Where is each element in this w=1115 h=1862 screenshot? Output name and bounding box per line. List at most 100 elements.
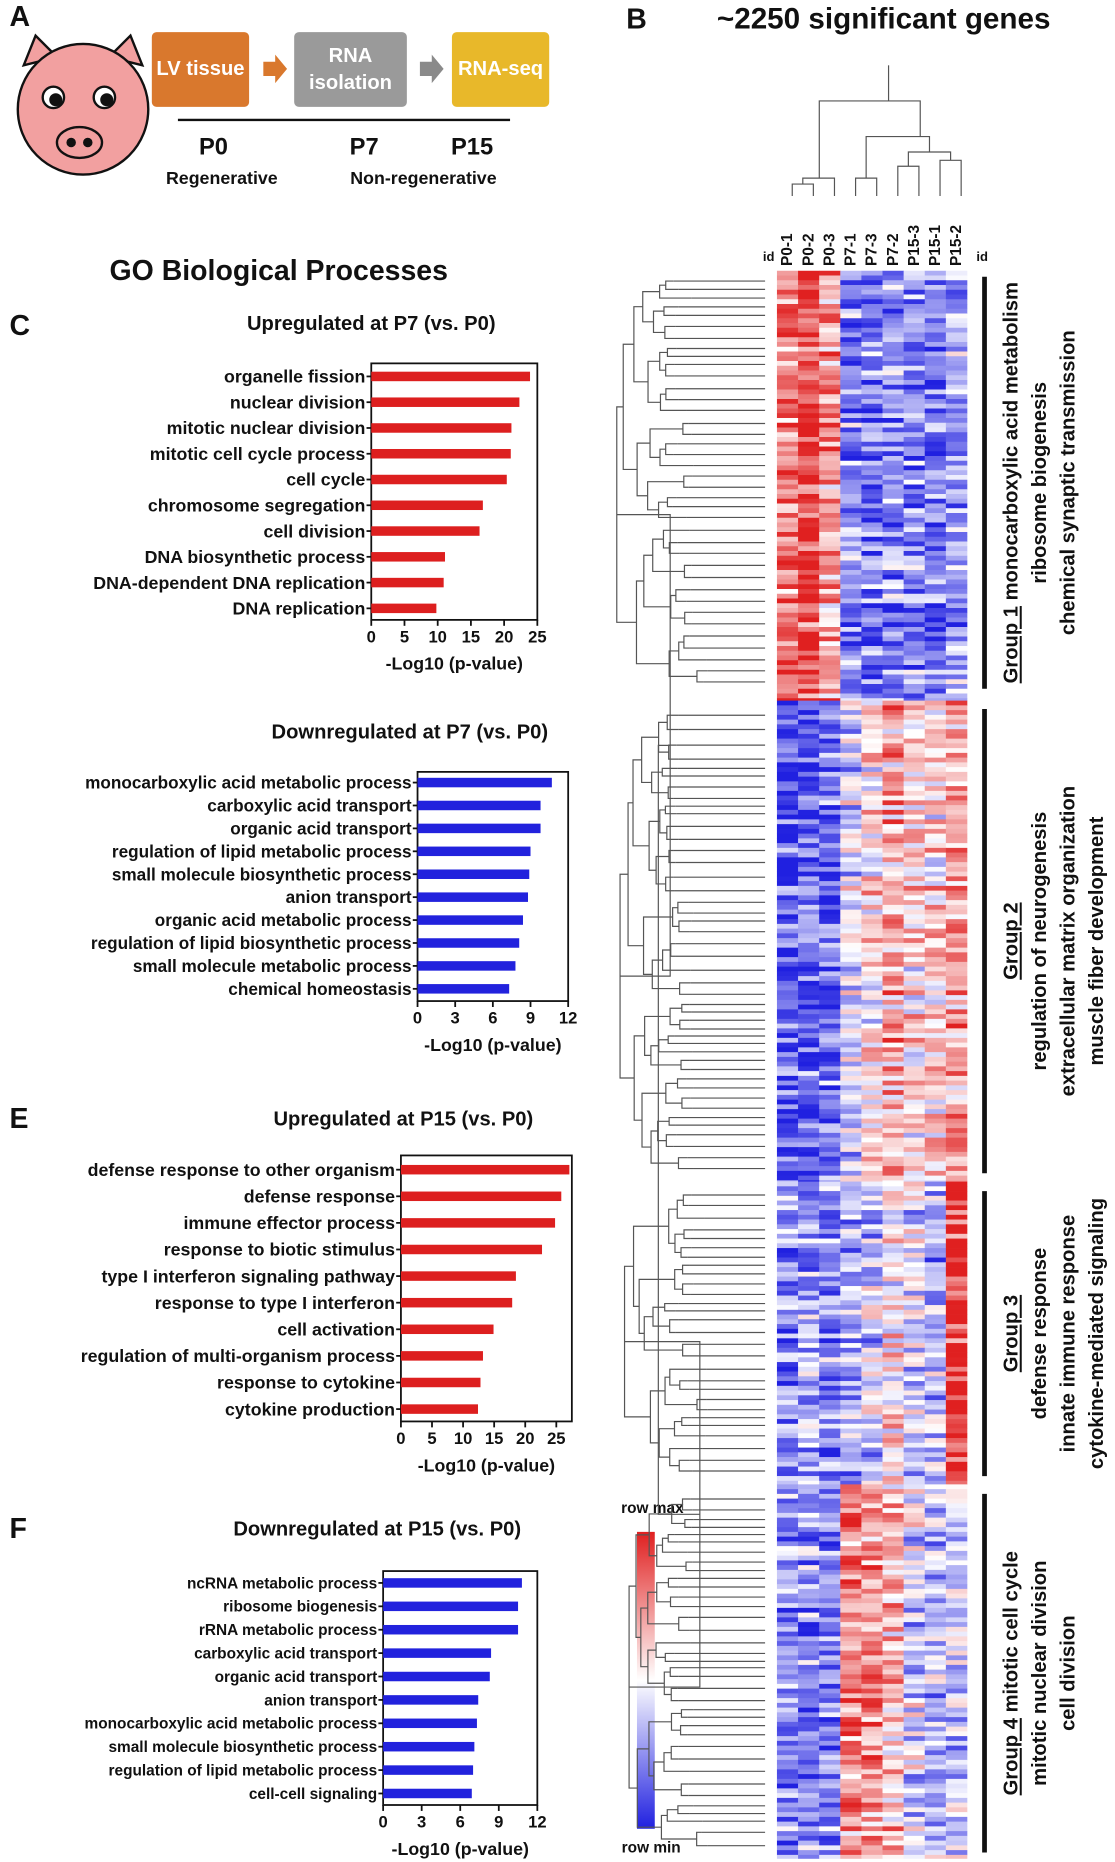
heatmap-cell [882,1588,904,1594]
heatmap-cell [924,684,947,690]
heatmap-cell [840,299,862,305]
group-label: Group 2 [1001,902,1023,979]
heatmap-cell [924,403,947,409]
heatmap-cell [776,833,799,839]
heatmap-cell [882,767,904,773]
heatmap-cell [903,479,926,485]
heatmap-cell [861,1802,883,1808]
heatmap-cell [903,1186,926,1192]
heatmap-cell [903,947,926,953]
heatmap-cell [945,342,968,348]
heatmap-cell [840,1641,862,1647]
heatmap-cell [798,805,820,811]
heatmap-cell [924,1109,947,1115]
heatmap-cell [840,1037,862,1043]
heatmap-cell [776,612,799,618]
heatmap-cell [776,938,799,944]
heatmap-cell [776,1745,799,1751]
heatmap-cell [882,748,904,754]
heatmap-cell [840,1414,862,1420]
heatmap-cell [945,337,968,343]
heatmap-cell [903,1698,926,1704]
heatmap-cell [903,1555,926,1561]
heatmap-cell [924,1224,947,1230]
heatmap-cell [903,1238,926,1244]
heatmap-cell [924,655,947,661]
heatmap-cell [819,1802,841,1808]
heatmap-cell [945,1080,968,1086]
heatmap-cell [924,513,947,519]
heatmap-cell [924,938,947,944]
heatmap-cell [861,1238,883,1244]
heatmap-cell [776,1660,799,1666]
dendro-branch [685,1561,694,1572]
heatmap-cell [840,1565,862,1571]
heatmap-cell [776,767,799,773]
heatmap-cell [924,900,947,906]
heatmap-cell [776,1419,799,1425]
heatmap-cell [776,743,799,749]
heatmap-cell [861,714,883,720]
heatmap-cell [861,1442,883,1448]
heatmap-cell [903,729,926,735]
heatmap-cell [861,503,883,509]
heatmap-cell [882,1352,904,1358]
heatmap-cell [840,380,862,386]
heatmap-cell [945,1343,968,1349]
heatmap-cell [903,475,926,481]
heatmap-cell [882,1617,904,1623]
heatmap-cell [861,1056,883,1062]
heatmap-cell [882,1271,904,1277]
dendro-branch [667,1533,679,1543]
heatmap-cell [798,1797,820,1803]
heatmap-cell [798,456,820,462]
heatmap-cell [798,1238,820,1244]
heatmap-cell [924,375,947,381]
heatmap-cell [840,451,862,457]
heatmap-cell [945,1305,968,1311]
heatmap-cell [924,1305,947,1311]
heatmap-cell [819,733,841,739]
heatmap-cell [882,833,904,839]
heatmap-cell [819,895,841,901]
heatmap-cell [945,384,968,390]
heatmap-cell [798,484,820,490]
heatmap-cell [882,603,904,609]
heatmap-cell [945,862,968,868]
heatmap-cell [798,1759,820,1765]
heatmap-cell [776,862,799,868]
heatmap-cell [776,1783,799,1789]
heatmap-cell [861,470,883,476]
heatmap-cell [945,1750,968,1756]
heatmap-cell [882,1433,904,1439]
heatmap-cell [945,688,968,694]
heatmap-cell [840,1042,862,1048]
heatmap-cell [882,579,904,585]
heatmap-cell [945,1181,968,1187]
heatmap-cell [776,738,799,744]
heatmap-cell [924,365,947,371]
sample-label: P15-2 [948,225,965,266]
heatmap-cell [882,876,904,882]
heatmap-cell [924,971,947,977]
heatmap-cell [798,1385,820,1391]
heatmap-cell [819,1476,841,1482]
heatmap-cell [840,1056,862,1062]
heatmap-cell [924,1797,947,1803]
heatmap-cell [861,1769,883,1775]
heatmap-cell [903,1147,926,1153]
heatmap-cell [945,719,968,725]
heatmap-cell [903,942,926,948]
heatmap-cell [861,1438,883,1444]
heatmap-cell [819,1156,841,1162]
bar [417,869,530,879]
heatmap-cell [882,1113,904,1119]
heatmap-cell [798,517,820,523]
heatmap-cell [861,890,883,896]
heatmap-cell [861,665,883,671]
heatmap-cell [840,1366,862,1372]
heatmap-cell [798,1835,820,1841]
heatmap-cell [945,1004,968,1010]
heatmap-cell [840,1118,862,1124]
bar [371,603,437,614]
